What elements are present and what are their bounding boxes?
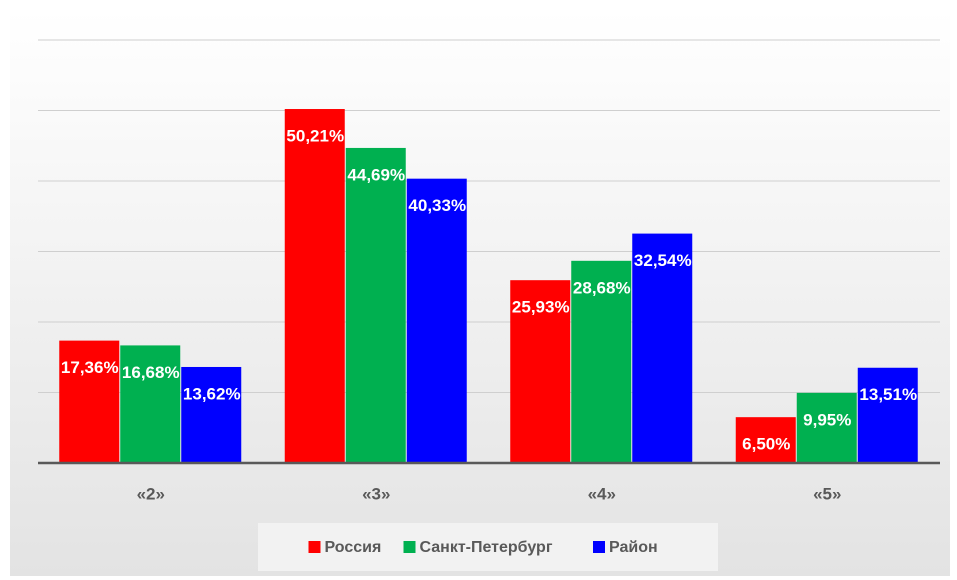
bar (857, 367, 918, 463)
data-label: 6,50% (742, 435, 790, 454)
bar (796, 392, 857, 463)
legend-label: Россия (325, 539, 382, 556)
bar (735, 417, 796, 463)
data-label: 16,68% (122, 363, 180, 382)
data-label: 32,54% (634, 251, 692, 270)
data-label: 28,68% (573, 278, 631, 297)
bar (120, 345, 181, 463)
chart-background (10, 10, 950, 576)
bar (571, 260, 632, 463)
x-tick-label: «4» (588, 484, 616, 503)
legend-swatch (593, 541, 605, 553)
bar (59, 340, 120, 463)
data-label: 13,62% (183, 384, 241, 403)
legend-box (258, 523, 718, 571)
data-label: 44,69% (347, 165, 405, 184)
bar (406, 178, 467, 463)
data-label: 13,51% (859, 385, 917, 404)
bar (284, 109, 345, 463)
data-label: 40,33% (408, 196, 466, 215)
data-label: 9,95% (803, 410, 851, 429)
data-label: 50,21% (286, 127, 344, 146)
bar (181, 366, 242, 463)
bar (510, 280, 571, 463)
x-tick-label: «3» (362, 484, 390, 503)
data-label: 17,36% (61, 358, 119, 377)
x-tick-label: «2» (137, 484, 165, 503)
bar (632, 233, 693, 463)
legend-swatch (403, 541, 416, 553)
data-label: 25,93% (512, 298, 570, 317)
legend-label: Район (609, 539, 658, 556)
legend-swatch (308, 541, 321, 553)
bar (345, 147, 406, 464)
x-tick-label: «5» (813, 484, 841, 503)
legend-label: Санкт-Петербург (420, 539, 553, 556)
